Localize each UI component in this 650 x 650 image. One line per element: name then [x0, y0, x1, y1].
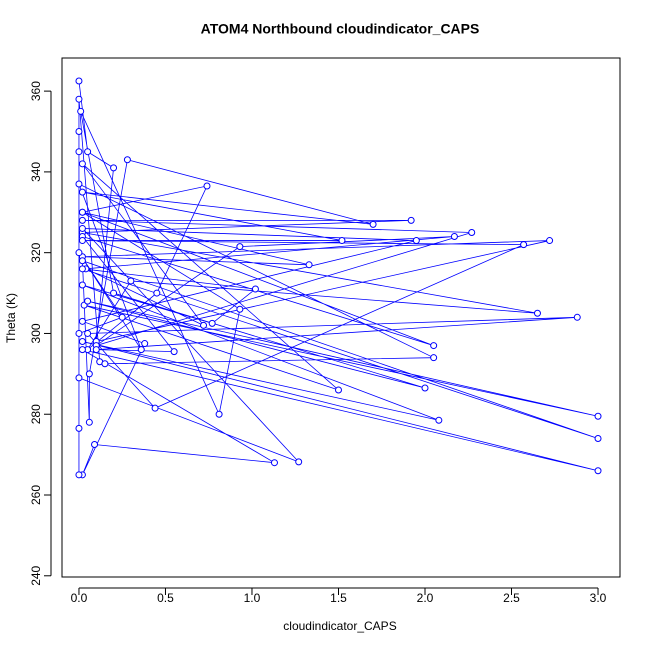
data-point: [75, 374, 83, 382]
data-point: [78, 346, 86, 354]
data-point: [450, 233, 458, 241]
data-point: [101, 360, 109, 368]
data-point: [594, 467, 602, 475]
data-point: [137, 346, 145, 354]
data-point: [75, 471, 83, 479]
x-tick-label: 0.5: [157, 591, 174, 605]
data-point: [75, 148, 83, 156]
data-point: [75, 95, 83, 103]
data-point: [75, 424, 83, 432]
y-tick-label: 240: [29, 565, 43, 585]
data-line: [78, 80, 599, 475]
data-point: [84, 297, 92, 305]
data-point: [78, 216, 86, 224]
data-point: [78, 317, 86, 325]
data-point: [78, 265, 86, 273]
data-point: [75, 180, 83, 188]
data-point: [251, 285, 259, 293]
data-point: [468, 228, 476, 236]
data-point: [151, 404, 159, 412]
data-point: [546, 237, 554, 245]
data-point: [78, 160, 86, 168]
data-point: [533, 309, 541, 317]
y-tick-label: 340: [29, 162, 43, 182]
y-tick-label: 320: [29, 242, 43, 262]
data-point: [153, 289, 161, 297]
data-point: [369, 220, 377, 228]
data-point: [77, 107, 85, 115]
data-point: [127, 277, 135, 285]
x-tick-label: 0.0: [71, 591, 88, 605]
data-point: [215, 410, 223, 418]
data-point: [78, 188, 86, 196]
y-axis-label: Theta (K): [4, 293, 18, 343]
data-point: [573, 313, 581, 321]
data-point: [520, 241, 528, 249]
data-point: [421, 384, 429, 392]
data-point: [78, 281, 86, 289]
data-point: [78, 257, 86, 265]
data-point: [435, 416, 443, 424]
y-tick-label: 300: [29, 323, 43, 343]
data-point: [75, 249, 83, 257]
data-point: [208, 319, 216, 327]
y-tick-label: 280: [29, 404, 43, 424]
data-point: [236, 305, 244, 313]
data-point: [170, 348, 178, 356]
data-point: [141, 340, 149, 348]
data-point: [110, 164, 118, 172]
data-point: [412, 237, 420, 245]
data-point: [334, 386, 342, 394]
data-point: [78, 224, 86, 232]
x-tick-label: 2.5: [503, 591, 520, 605]
data-point: [118, 313, 126, 321]
x-tick-label: 3.0: [590, 591, 607, 605]
data-point: [75, 329, 83, 337]
y-tick-label: 360: [29, 81, 43, 101]
data-point: [84, 329, 92, 337]
data-point: [110, 289, 118, 297]
data-point: [338, 237, 346, 245]
data-point: [200, 321, 208, 329]
data-point: [78, 237, 86, 245]
data-point: [84, 148, 92, 156]
data-point: [78, 338, 86, 346]
data-point: [594, 434, 602, 442]
data-point: [203, 182, 211, 190]
data-point: [123, 156, 131, 164]
data-point: [430, 354, 438, 362]
x-tick-label: 1.0: [244, 591, 261, 605]
data-point: [75, 77, 83, 85]
data-point: [91, 441, 99, 449]
data-point: [270, 459, 278, 467]
data-point: [295, 458, 303, 466]
data-point: [430, 342, 438, 350]
data-point: [594, 412, 602, 420]
data-point: [236, 243, 244, 251]
data-point: [92, 346, 100, 354]
plot-box: [61, 57, 621, 578]
data-point: [85, 370, 93, 378]
x-tick-label: 1.5: [330, 591, 347, 605]
data-point: [85, 418, 93, 426]
data-point: [78, 208, 86, 216]
data-point: [407, 216, 415, 224]
x-axis-label: cloudindicator_CAPS: [283, 619, 396, 633]
chart-title: ATOM4 Northbound cloudindicator_CAPS: [201, 21, 480, 37]
data-point: [75, 128, 83, 136]
x-tick-label: 2.0: [417, 591, 434, 605]
y-tick-label: 260: [29, 485, 43, 505]
data-point: [305, 261, 313, 269]
